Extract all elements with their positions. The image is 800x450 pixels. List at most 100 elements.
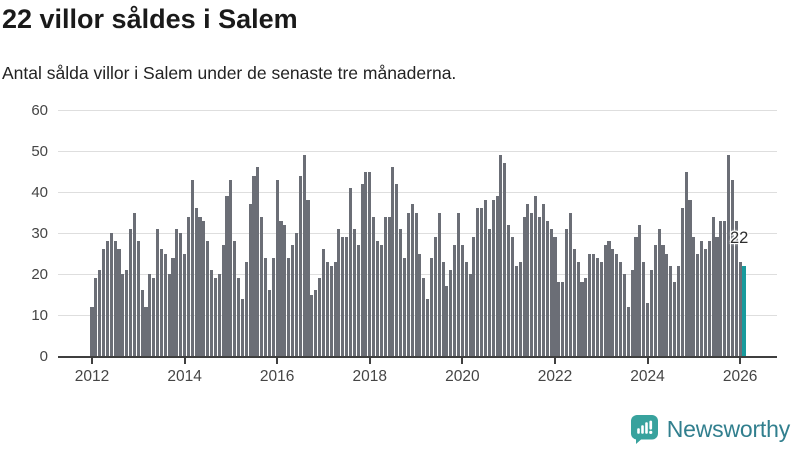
gridline-y40 — [58, 192, 777, 193]
bar — [595, 257, 599, 356]
newsworthy-wordmark: Newsworthy — [666, 416, 790, 442]
bar — [727, 155, 731, 356]
bar — [715, 237, 719, 356]
bar — [576, 261, 580, 356]
bar — [125, 269, 129, 356]
bar — [618, 261, 623, 356]
bar — [260, 216, 264, 356]
bar — [148, 274, 152, 356]
bar — [302, 155, 306, 356]
bar — [503, 163, 507, 356]
bar — [90, 306, 94, 356]
x-tick-label-2024: 2024 — [630, 368, 665, 385]
y-tick-label-20: 20 — [31, 266, 48, 283]
x-axis-line — [58, 356, 777, 358]
bar — [530, 212, 534, 356]
bar — [464, 261, 468, 356]
bar — [329, 265, 333, 356]
bar — [514, 265, 518, 356]
bar — [395, 183, 399, 356]
x-tick-2022 — [553, 358, 556, 364]
bar — [703, 249, 707, 356]
bar — [545, 220, 549, 356]
bar — [684, 171, 688, 356]
y-tick-label-10: 10 — [31, 307, 48, 324]
bar — [414, 212, 418, 356]
bar — [449, 269, 453, 356]
bar — [630, 269, 634, 356]
bar — [248, 204, 252, 356]
bar — [121, 274, 125, 356]
bar — [283, 224, 287, 356]
bar — [657, 228, 661, 356]
bar — [98, 269, 102, 356]
bar — [730, 179, 734, 356]
bar — [267, 290, 271, 356]
bar — [402, 257, 407, 356]
bar — [352, 228, 356, 356]
bar — [287, 257, 291, 356]
bar — [553, 237, 557, 356]
bar — [159, 249, 163, 356]
bar — [175, 228, 179, 356]
bar — [603, 245, 607, 356]
bar — [391, 167, 395, 356]
y-tick-label-0: 0 — [39, 348, 48, 365]
bar — [333, 261, 337, 356]
bar — [310, 294, 314, 356]
y-tick-label-50: 50 — [31, 143, 48, 160]
bar — [94, 278, 98, 356]
bar — [572, 249, 576, 356]
bar — [599, 261, 603, 356]
bar — [163, 253, 167, 356]
bar — [568, 212, 572, 356]
bar — [649, 269, 653, 356]
bar — [680, 208, 684, 356]
bar — [198, 216, 202, 356]
bar — [314, 290, 318, 356]
bar — [229, 179, 233, 356]
bar — [113, 241, 117, 356]
bar — [244, 261, 248, 356]
gridline-y50 — [58, 151, 777, 152]
bar — [275, 179, 279, 356]
bar — [507, 224, 511, 356]
y-tick-label-30: 30 — [31, 225, 48, 242]
bar — [738, 261, 742, 356]
bar — [499, 155, 503, 356]
bar — [206, 241, 210, 356]
x-tick-label-2016: 2016 — [259, 368, 295, 385]
bar — [264, 257, 268, 356]
bar — [210, 269, 214, 356]
x-tick-2026 — [739, 358, 742, 364]
bar — [183, 253, 187, 356]
x-tick-2018 — [368, 358, 371, 364]
x-tick-label-2022: 2022 — [537, 368, 573, 385]
gridline-y60 — [58, 110, 777, 111]
x-tick-2014 — [183, 358, 186, 364]
bar — [337, 228, 341, 356]
bar — [634, 237, 638, 356]
bar — [696, 253, 700, 356]
bar — [410, 204, 414, 356]
bar — [518, 261, 522, 356]
bar — [700, 241, 704, 356]
bar — [456, 212, 461, 356]
bar — [233, 241, 237, 356]
bar — [348, 187, 353, 356]
bar — [487, 228, 491, 356]
bar — [279, 220, 283, 356]
bar — [476, 208, 480, 356]
bar — [495, 196, 499, 356]
bar — [549, 228, 553, 356]
bar — [252, 175, 256, 356]
bar — [445, 286, 449, 356]
bar — [426, 298, 430, 356]
bar — [271, 257, 275, 356]
bar — [368, 171, 372, 356]
bar — [510, 237, 515, 356]
bar — [156, 228, 160, 356]
bar — [387, 216, 391, 356]
x-tick-label-2012: 2012 — [74, 368, 110, 385]
x-tick-2024 — [646, 358, 649, 364]
